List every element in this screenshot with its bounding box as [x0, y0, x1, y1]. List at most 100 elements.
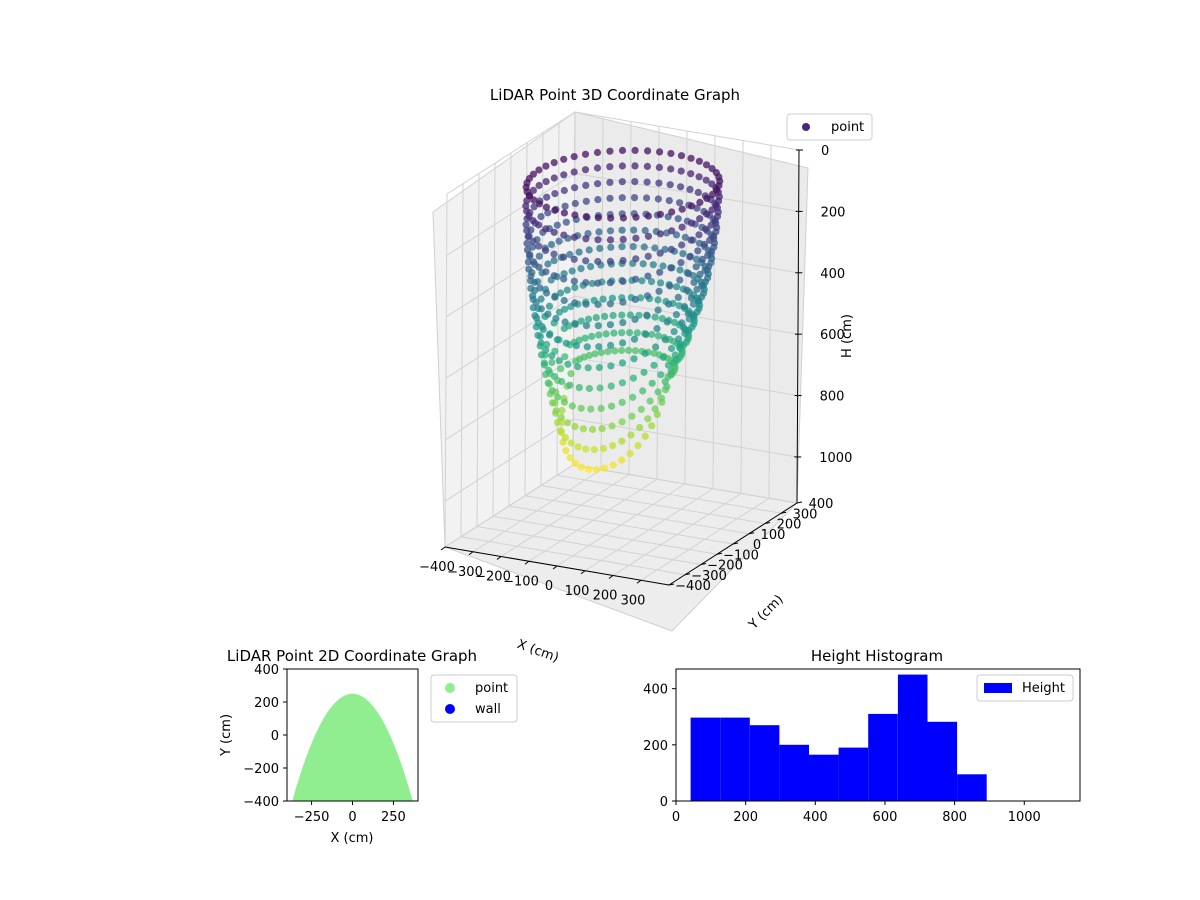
y-tick-3d — [748, 532, 755, 535]
point-3d — [675, 335, 683, 343]
point-3d — [562, 218, 570, 226]
point-3d — [582, 322, 591, 330]
point-3d — [681, 233, 689, 241]
y-tick-3d — [684, 573, 691, 576]
x-tick-3d — [440, 546, 446, 551]
point-3d — [656, 230, 665, 238]
point-3d — [570, 168, 578, 176]
point-3d — [655, 179, 663, 187]
point-3d — [632, 275, 640, 283]
point-3d — [527, 284, 535, 292]
point-3d — [570, 255, 578, 263]
point-3d — [687, 294, 696, 302]
point-3d — [631, 315, 639, 323]
point-3d — [523, 226, 531, 235]
y-tick-label-2d: 200 — [254, 696, 279, 711]
point-3d — [609, 311, 617, 320]
y-tick-label-3d: 200 — [777, 518, 802, 533]
x-tick-3d — [524, 560, 530, 565]
point-3d — [661, 336, 670, 344]
point-3d — [606, 147, 614, 155]
point-3d — [548, 387, 556, 395]
point-3d — [535, 181, 543, 190]
point-3d — [632, 255, 640, 263]
point-3d — [649, 261, 657, 269]
point-3d — [553, 336, 562, 344]
point-3d — [526, 252, 534, 260]
point-3d — [563, 286, 571, 294]
point-3d — [546, 331, 554, 339]
point-3d — [678, 319, 686, 327]
point-3d — [566, 381, 574, 389]
point-3d — [594, 214, 602, 222]
legend-2d-wall-marker — [445, 704, 455, 714]
z-tick-label-3d: 1000 — [819, 451, 852, 466]
point-3d — [643, 194, 651, 202]
point-3d — [535, 252, 543, 260]
point-3d — [566, 250, 574, 259]
point-3d — [636, 423, 644, 432]
point-3d — [704, 251, 712, 260]
legend-2d-wall-label: wall — [475, 702, 501, 717]
point-3d — [610, 329, 618, 337]
point-3d — [595, 331, 603, 339]
x-tick-label-3d: −100 — [503, 574, 539, 589]
point-3d — [644, 232, 653, 240]
point-3d — [639, 387, 647, 395]
z-tick-label-3d: 0 — [821, 144, 829, 159]
point-3d — [606, 236, 615, 244]
point-3d — [561, 202, 569, 210]
histogram-bar — [749, 725, 780, 801]
point-3d — [544, 209, 552, 217]
y-tick-label-2d: −200 — [243, 762, 279, 777]
point-3d — [566, 454, 574, 462]
point-3d — [676, 266, 684, 274]
point-3d — [708, 206, 716, 214]
point-3d — [686, 253, 694, 261]
point-3d — [564, 360, 572, 368]
grid-line — [444, 193, 448, 548]
point-3d — [677, 152, 686, 160]
point-3d — [703, 210, 711, 218]
point-3d — [594, 236, 602, 244]
point-3d — [582, 181, 590, 189]
point-3d — [542, 178, 550, 186]
point-3d — [606, 194, 614, 202]
chart-3d: LiDAR Point 3D Coordinate Graph −400−300… — [419, 86, 873, 666]
x-tick-label-3d: 100 — [565, 584, 590, 599]
ticks-histogram: 0 200 400 600 800 1000 0 200 400 — [643, 683, 1041, 825]
point-3d — [535, 221, 543, 229]
point-3d — [584, 315, 593, 323]
point-3d — [698, 282, 706, 290]
z-axis-label-3d: H (cm) — [840, 314, 855, 358]
point-3d — [543, 289, 551, 297]
point-3d — [618, 456, 626, 464]
grid-line — [476, 173, 480, 527]
point-3d — [545, 302, 554, 310]
point-3d — [606, 178, 614, 186]
point-3d — [575, 384, 583, 392]
point-3d — [667, 344, 676, 353]
point-3d — [551, 190, 559, 198]
point-3d — [619, 235, 627, 243]
point-3d — [593, 164, 602, 172]
point-3d — [588, 279, 596, 288]
point-3d — [611, 347, 619, 355]
y-tick-3d — [764, 522, 771, 524]
chart-histogram: Height Histogram 0 200 400 600 800 1000 0 200 40… — [643, 647, 1081, 825]
point-3d — [679, 250, 687, 258]
point-3d — [579, 425, 588, 433]
point-3d — [577, 317, 585, 325]
point-3d — [667, 165, 675, 173]
point-3d — [581, 150, 590, 158]
legend-3d-label: point — [831, 120, 864, 135]
point-3d — [530, 203, 538, 211]
point-3d — [568, 402, 576, 410]
point-3d — [644, 252, 652, 260]
point-3d — [584, 364, 592, 372]
point-3d — [666, 282, 674, 290]
point-3d — [654, 332, 663, 340]
point-3d — [670, 328, 678, 336]
point-3d — [592, 314, 600, 322]
y-tick-label-3d: 400 — [809, 497, 834, 512]
